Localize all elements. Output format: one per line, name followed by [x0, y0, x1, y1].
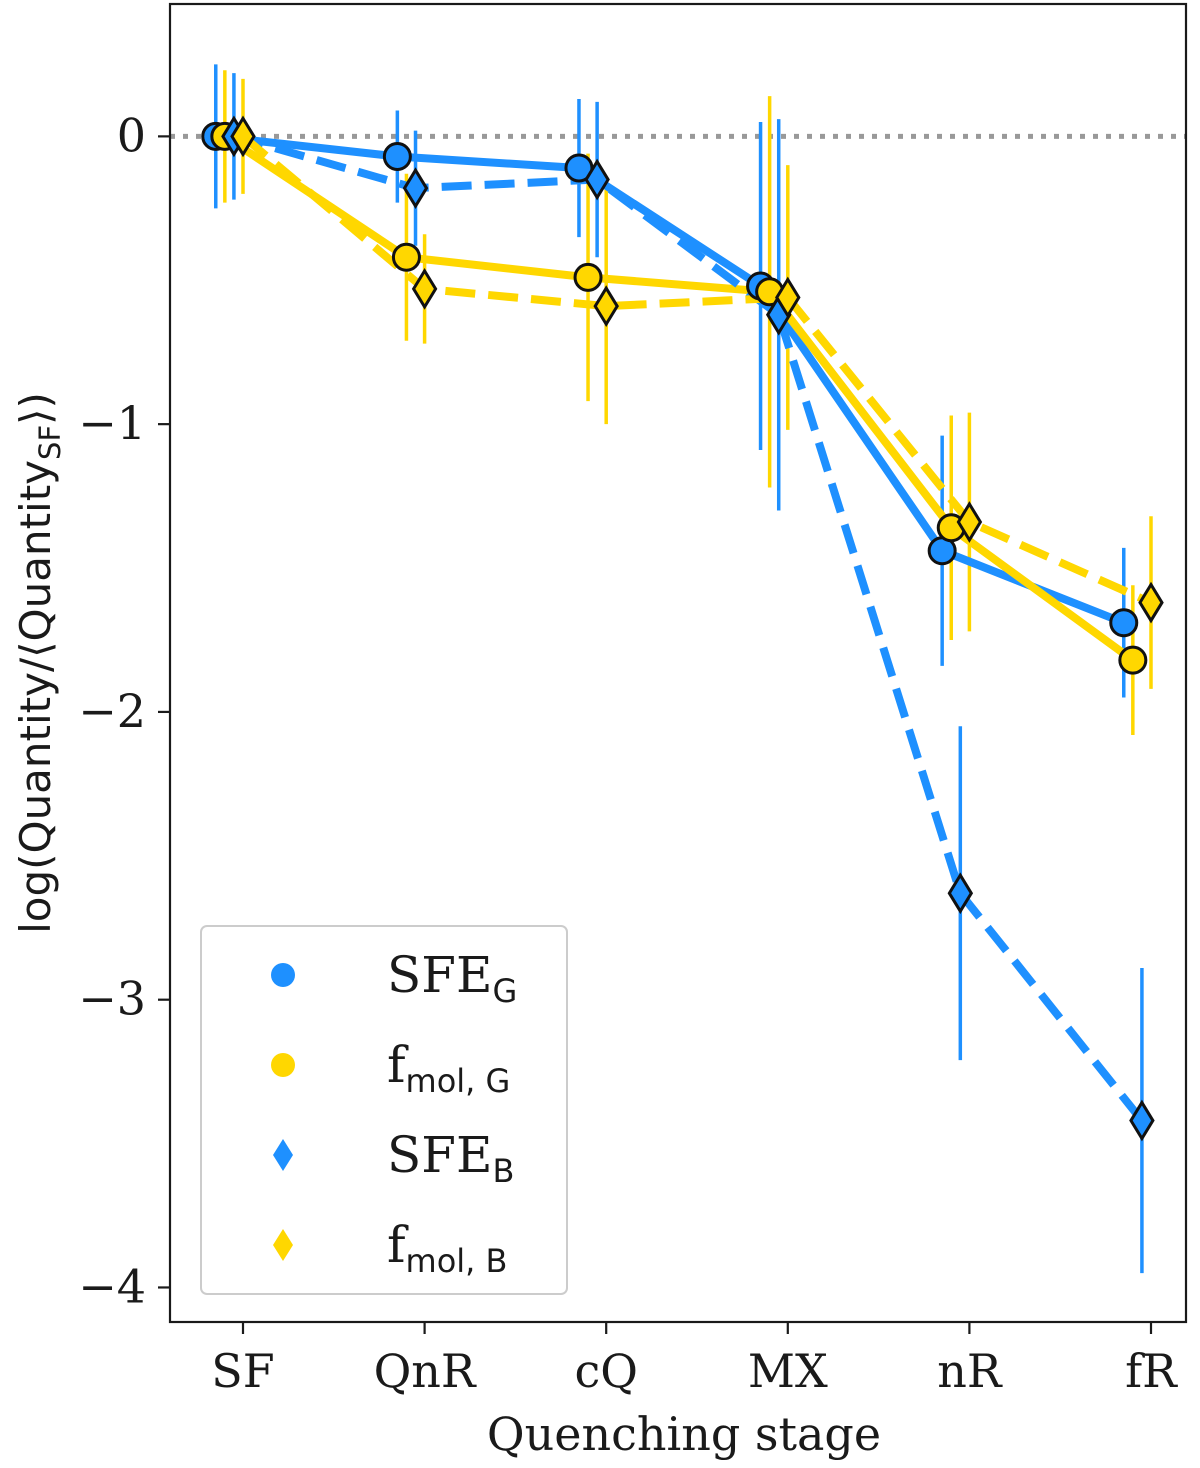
y-axis-label-subscript: SF — [33, 425, 67, 460]
chart-axes-layer: 0 −1 −2 −3 −4 SF QnR cQ MX nR fR — [78, 108, 1178, 1398]
series-2-marker — [1129, 1099, 1155, 1142]
series-0-line — [215, 132, 1126, 627]
series-2-line — [232, 132, 1146, 1124]
x-tick-label: nR — [937, 1344, 1003, 1398]
x-axis-label: Quenching stage — [487, 1407, 881, 1461]
series-3-line — [240, 133, 1153, 607]
legend-label-3: fmol, B — [387, 1216, 507, 1280]
series-3-marker — [230, 115, 256, 158]
series-0-marker — [382, 142, 412, 172]
legend-marker-3 — [273, 1229, 293, 1261]
series-0-marker — [1109, 608, 1139, 638]
series-3-marker — [593, 285, 619, 328]
series-3-marker — [1138, 581, 1164, 624]
y-tick-label: −2 — [78, 684, 146, 738]
y-axis-label-close: ⟩) — [11, 392, 60, 425]
y-axis-label-main: log(Quantity/⟨Quantity — [11, 460, 60, 934]
plot-area-frame — [168, 2, 1188, 1324]
legend-box — [200, 925, 568, 1295]
x-tick-label: QnR — [374, 1344, 477, 1398]
y-tick-label: 0 — [117, 108, 146, 162]
series-1-marker — [391, 242, 421, 272]
legend-marker-1 — [271, 1053, 295, 1077]
series-1-line — [222, 133, 1136, 664]
legend-label-0: SFEG — [387, 946, 517, 1010]
series-2-marker — [402, 167, 429, 210]
x-tick-label: MX — [748, 1344, 828, 1398]
y-tick-label: −3 — [78, 972, 146, 1026]
legend-marker-2 — [273, 1139, 293, 1171]
series-3-marker — [956, 501, 983, 543]
series-2-marker — [584, 158, 610, 201]
legend-marker-0 — [271, 963, 295, 987]
legend-label-2: SFEB — [387, 1126, 514, 1190]
series-3-marker — [775, 276, 801, 319]
series-1-marker — [573, 262, 603, 292]
series-3-marker — [411, 268, 438, 310]
chart-legend: SFEG fmol, G SFEB fmol, B — [200, 925, 568, 1295]
legend-label-1: fmol, G — [387, 1036, 510, 1100]
series-2-marker — [947, 872, 974, 915]
y-tick-label: −1 — [78, 396, 146, 450]
y-tick-label: −4 — [78, 1259, 146, 1313]
x-tick-label: SF — [211, 1344, 274, 1398]
x-tick-label: fR — [1125, 1344, 1178, 1398]
x-tick-label: cQ — [574, 1344, 637, 1398]
chart-marker-layer — [201, 115, 1164, 1142]
y-axis-label: log(Quantity/⟨QuantitySF⟩) — [11, 392, 67, 934]
series-1-marker — [1118, 645, 1148, 675]
